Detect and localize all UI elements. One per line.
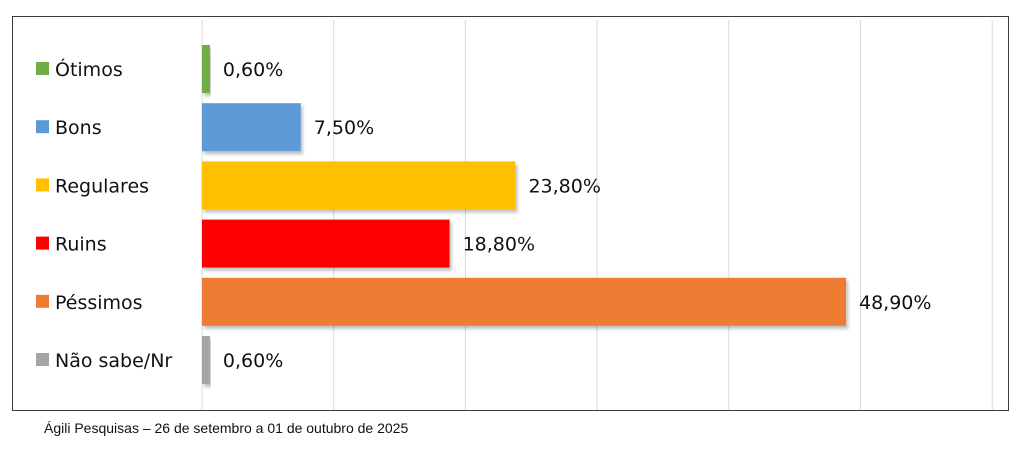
category-label: Bons <box>55 117 102 139</box>
value-label: 0,60% <box>223 350 283 372</box>
bar-6 <box>202 336 210 384</box>
value-label: 23,80% <box>528 175 600 197</box>
legend-swatch <box>36 353 49 366</box>
source-note: Ágili Pesquisas – 26 de setembro a 01 de… <box>44 420 409 436</box>
chart-frame <box>12 16 1009 411</box>
bar-5 <box>202 277 847 326</box>
category-label: Não sabe/Nr <box>55 350 172 372</box>
value-label: 7,50% <box>314 117 374 139</box>
category-label: Regulares <box>55 175 149 197</box>
category-label: Ruins <box>55 234 107 256</box>
value-label: 18,80% <box>463 234 535 256</box>
legend-swatch <box>36 120 49 134</box>
category-label: Ótimos <box>55 57 123 81</box>
labels: Ótimos 0,60% Bons 7,50% Regulares 23,80% Ruins… <box>36 57 931 372</box>
legend-swatch <box>36 62 49 75</box>
legend-swatch <box>36 178 49 192</box>
bar-1 <box>202 45 210 93</box>
bar-2 <box>202 103 301 152</box>
bars <box>202 45 847 384</box>
bar-3 <box>202 161 516 210</box>
value-label: 0,60% <box>223 59 283 81</box>
value-label: 48,90% <box>859 292 931 314</box>
bar-4 <box>202 219 450 268</box>
category-label: Péssimos <box>55 292 143 314</box>
legend-swatch <box>36 294 49 308</box>
legend-swatch <box>36 236 49 250</box>
gridlines <box>201 20 993 410</box>
